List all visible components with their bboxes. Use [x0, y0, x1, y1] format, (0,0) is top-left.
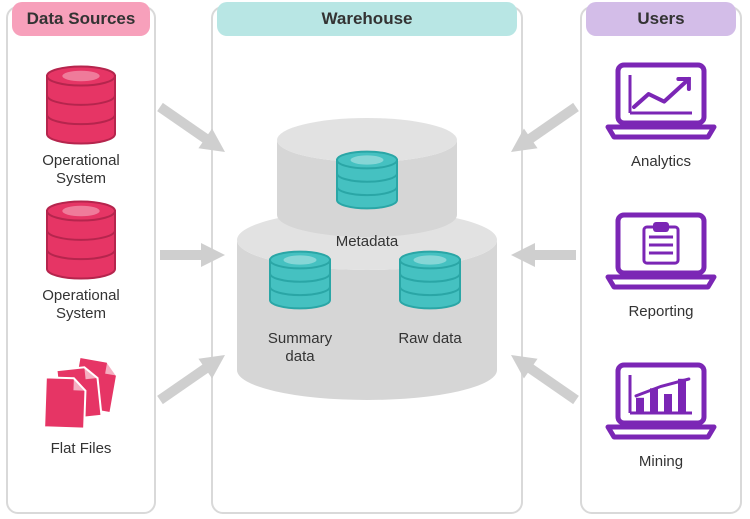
- user-laptop-icon-2: [608, 365, 714, 437]
- summary-db-icon: [270, 252, 330, 309]
- arrow-icon: [511, 355, 576, 400]
- raw-db-icon: [400, 252, 460, 309]
- label-raw: Raw data: [370, 330, 490, 348]
- user-laptop-icon-0: [608, 65, 714, 137]
- source-label-1: Operational System: [11, 287, 151, 323]
- user-label-0: Analytics: [591, 153, 731, 171]
- source-db-icon-1: [47, 201, 115, 278]
- arrow-icon: [160, 355, 225, 400]
- user-label-1: Reporting: [591, 303, 731, 321]
- arrow-icon: [160, 107, 225, 152]
- user-label-2: Mining: [591, 453, 731, 471]
- diagram-root: Data Sources Warehouse Users Metadata Su…: [0, 0, 750, 519]
- source-label-2: Flat Files: [11, 440, 151, 458]
- user-laptop-icon-1: [608, 215, 714, 287]
- source-db-icon-0: [47, 66, 115, 143]
- arrow-icon: [511, 107, 576, 152]
- flat-files-icon: [44, 357, 119, 429]
- label-metadata: Metadata: [307, 233, 427, 251]
- metadata-db-icon: [337, 152, 397, 209]
- arrow-icon: [160, 243, 225, 267]
- source-label-0: Operational System: [11, 152, 151, 188]
- label-summary: Summary data: [240, 330, 360, 366]
- arrow-icon: [511, 243, 576, 267]
